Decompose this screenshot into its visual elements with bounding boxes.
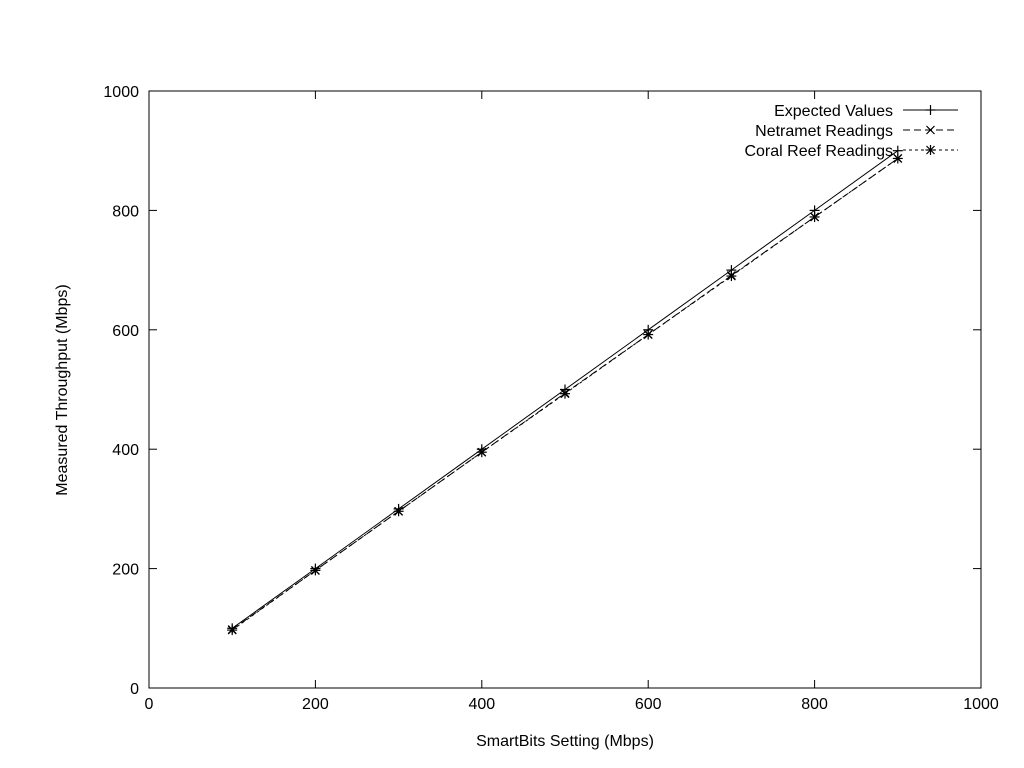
- data-point: [892, 153, 903, 164]
- marker-stroke: [926, 145, 935, 155]
- marker-stroke: [310, 565, 320, 575]
- marker-stroke: [477, 447, 487, 457]
- legend-marker: [925, 105, 936, 115]
- series-coral-reef-readings: [227, 153, 903, 636]
- data-point: [310, 565, 321, 576]
- data-point: [809, 211, 820, 222]
- data-point: [726, 271, 737, 282]
- x-tick-label: 400: [468, 696, 495, 713]
- legend-item: Expected Values: [774, 103, 958, 120]
- y-tick-label: 600: [112, 323, 139, 340]
- axis-ticks: 0 200 400 600 800 1000 0 200 400 600 800 1000: [103, 84, 998, 713]
- legend-label: Coral Reef Readings: [744, 143, 893, 160]
- y-axis-label: Measured Throughput (Mbps): [54, 284, 71, 495]
- legend: Expected Values Netramet Readings Coral Re…: [744, 103, 958, 160]
- y-tick-label: 800: [112, 203, 139, 220]
- y-tick-label: 200: [112, 562, 139, 579]
- y-tick-label: 400: [112, 442, 139, 459]
- x-tick-label: 800: [801, 696, 828, 713]
- marker-stroke: [810, 212, 820, 222]
- data-point: [393, 506, 404, 517]
- y-tick-label: 0: [130, 681, 139, 698]
- data-point: [643, 329, 654, 340]
- marker-stroke: [394, 506, 404, 516]
- marker-stroke: [227, 625, 237, 635]
- legend-marker: [925, 145, 936, 155]
- series-layer: [227, 145, 903, 636]
- x-tick-label: 200: [302, 696, 329, 713]
- x-tick-label: 600: [635, 696, 662, 713]
- legend-item: Coral Reef Readings: [744, 143, 958, 160]
- x-axis-label: SmartBits Setting (Mbps): [476, 733, 654, 750]
- legend-item: Netramet Readings: [755, 123, 958, 140]
- plot-frame: [148, 90, 982, 689]
- data-point: [227, 625, 238, 636]
- data-point: [560, 388, 570, 399]
- legend-marker: [926, 125, 935, 135]
- legend-label: Expected Values: [774, 103, 893, 120]
- legend-label: Netramet Readings: [755, 123, 893, 140]
- marker-stroke: [726, 271, 736, 281]
- x-tick-label: 0: [145, 696, 154, 713]
- x-tick-label: 1000: [963, 696, 999, 713]
- data-point: [476, 447, 487, 458]
- marker-stroke: [926, 125, 935, 135]
- y-tick-label: 1000: [103, 84, 139, 101]
- marker-stroke: [893, 154, 903, 163]
- marker-stroke: [643, 330, 653, 340]
- marker-stroke: [560, 389, 570, 399]
